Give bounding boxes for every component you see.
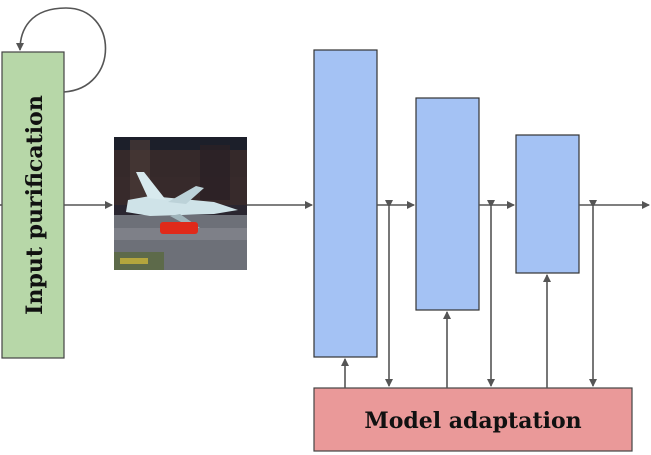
layer-block-2 bbox=[415, 97, 480, 311]
model-adaptation-label: Model adaptation bbox=[364, 408, 581, 434]
input-purification-block bbox=[1, 51, 65, 359]
input-image bbox=[114, 137, 247, 270]
layer-block-3 bbox=[515, 134, 580, 274]
self-loop-arrow bbox=[16, 7, 107, 93]
model-adaptation-block bbox=[313, 387, 633, 452]
layer-block-1 bbox=[313, 49, 378, 358]
input-purification-label: Input purification bbox=[22, 95, 48, 315]
